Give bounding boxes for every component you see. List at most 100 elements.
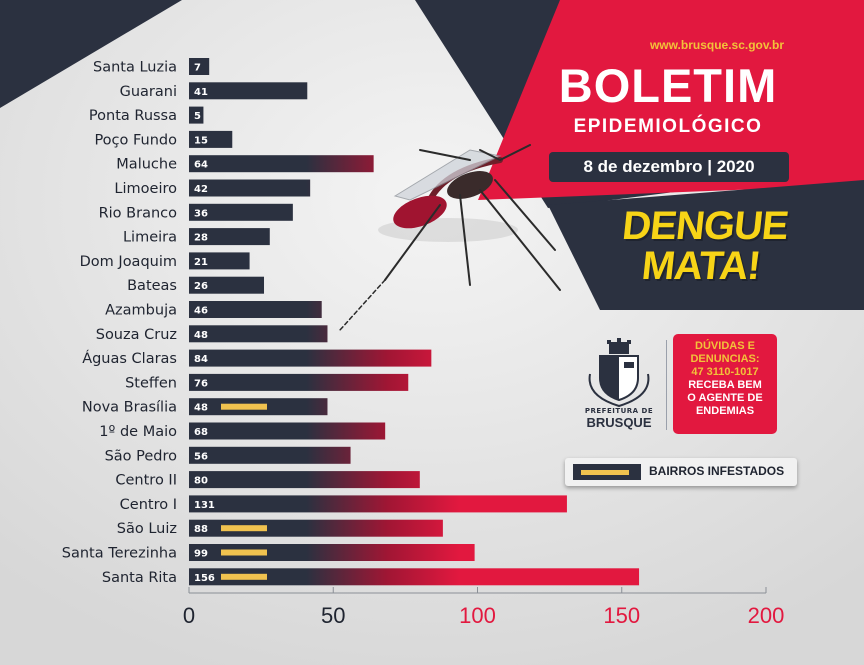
bar-value-label: 156 <box>194 573 215 584</box>
mosquito-illustration <box>339 144 561 331</box>
x-tick-label: 0 <box>183 603 195 628</box>
category-label: Limoeiro <box>114 181 177 197</box>
bar <box>189 155 374 173</box>
website-url[interactable]: www.brusque.sc.gov.br <box>649 38 784 52</box>
contact-line1: DÚVIDAS E <box>695 340 755 352</box>
bar-value-label: 28 <box>194 233 208 244</box>
bar <box>189 130 233 148</box>
x-tick-label: 50 <box>321 603 345 628</box>
bar-value-label: 7 <box>194 63 201 74</box>
bar <box>189 422 386 440</box>
category-label: Santa Terezinha <box>62 546 177 562</box>
bar <box>189 373 409 391</box>
category-label: Rio Branco <box>99 205 178 221</box>
category-label: Guarani <box>120 84 177 100</box>
category-label: Águas Claras <box>82 350 177 367</box>
bar <box>189 568 640 586</box>
dengue-slogan: DENGUE MATA! <box>590 204 816 288</box>
bars: Santa Luzia 7 Guarani 41 Ponta Russa 5 Poço Fu… <box>62 58 640 586</box>
contact-line4: O AGENTE DE <box>687 392 763 404</box>
bar-value-label: 41 <box>194 87 208 98</box>
bar <box>189 544 475 561</box>
category-label: Steffen <box>125 375 177 391</box>
bar-value-label: 48 <box>194 330 208 341</box>
bar <box>189 252 250 270</box>
category-label: Poço Fundo <box>94 132 177 148</box>
corner-shape-left <box>0 0 182 108</box>
bar-value-label: 56 <box>194 451 208 462</box>
contact-line2: DENUNCIAS: <box>690 353 760 365</box>
category-label: Limeira <box>123 230 177 246</box>
bar <box>189 495 567 513</box>
infested-marker <box>221 573 267 580</box>
legend: BAIRROS INFESTADOS <box>565 458 797 486</box>
category-label: 1º de Maio <box>99 424 177 440</box>
city-name: BRUSQUE <box>586 415 652 430</box>
x-axis: 0 50 100 150 200 <box>183 587 784 628</box>
category-label: São Luiz <box>117 521 177 537</box>
title: BOLETIM <box>558 59 778 112</box>
legend-label: BAIRROS INFESTADOS <box>649 464 785 478</box>
infested-marker <box>221 403 267 410</box>
category-label: Nova Brasília <box>82 400 177 416</box>
bar-value-label: 36 <box>194 208 208 219</box>
contact-phone[interactable]: 47 3110-1017 <box>691 366 759 378</box>
contact-line5: ENDEMIAS <box>695 405 755 417</box>
bar-value-label: 99 <box>194 549 208 560</box>
bar-value-label: 26 <box>194 281 208 292</box>
slogan-line2: MATA! <box>639 244 763 288</box>
bar <box>189 519 443 537</box>
bar-value-label: 84 <box>194 354 208 365</box>
legend-swatch <box>573 464 641 480</box>
bar <box>189 349 432 367</box>
panel-shape-navy <box>548 180 864 310</box>
category-label: Centro I <box>120 497 177 513</box>
category-label: Souza Cruz <box>96 327 177 343</box>
x-tick-label: 200 <box>748 603 785 628</box>
bar <box>189 106 204 124</box>
bar <box>189 203 293 221</box>
x-tick-label: 100 <box>459 603 496 628</box>
bar <box>189 446 351 464</box>
bar-value-label: 15 <box>194 135 208 146</box>
bar <box>189 179 311 197</box>
divider <box>666 340 667 430</box>
contact-box: DÚVIDAS E DENUNCIAS: 47 3110-1017 RECEBA… <box>673 334 777 434</box>
infested-marker <box>221 525 267 532</box>
category-label: Bateas <box>127 278 177 294</box>
bar-value-label: 80 <box>194 476 208 487</box>
category-label: Santa Luzia <box>93 60 177 76</box>
corner-shape-red <box>478 0 864 200</box>
prefeitura-label: PREFEITURA DE <box>584 407 654 415</box>
slogan-line1: DENGUE <box>620 204 790 248</box>
bar-value-label: 5 <box>194 111 201 122</box>
bar-value-label: 64 <box>194 160 208 171</box>
category-label: Maluche <box>116 157 177 173</box>
category-label: Ponta Russa <box>89 108 177 124</box>
subtitle: EPIDEMIOLÓGICO <box>573 116 763 137</box>
category-label: Azambuja <box>105 303 177 319</box>
bar <box>189 325 328 343</box>
bar-value-label: 131 <box>194 500 215 511</box>
category-label: São Pedro <box>105 448 178 464</box>
contact-line3: RECEBA BEM <box>688 379 762 391</box>
category-label: Dom Joaquim <box>80 254 177 270</box>
bar <box>189 471 420 489</box>
bar <box>189 82 308 100</box>
legend-marker <box>581 470 629 475</box>
bar-value-label: 21 <box>194 257 208 268</box>
bar <box>189 276 265 294</box>
bar-value-label: 48 <box>194 403 208 414</box>
bar <box>189 58 210 75</box>
bar-value-label: 88 <box>194 524 208 535</box>
bar-value-label: 76 <box>194 378 208 389</box>
bar-value-label: 68 <box>194 427 208 438</box>
bar <box>189 228 270 246</box>
date-badge: 8 de dezembro | 2020 <box>549 152 789 182</box>
city-seal-icon <box>588 338 650 408</box>
category-label: Centro II <box>115 473 177 489</box>
x-tick-label: 150 <box>603 603 640 628</box>
bar-value-label: 42 <box>194 184 208 195</box>
category-label: Santa Rita <box>102 570 177 586</box>
